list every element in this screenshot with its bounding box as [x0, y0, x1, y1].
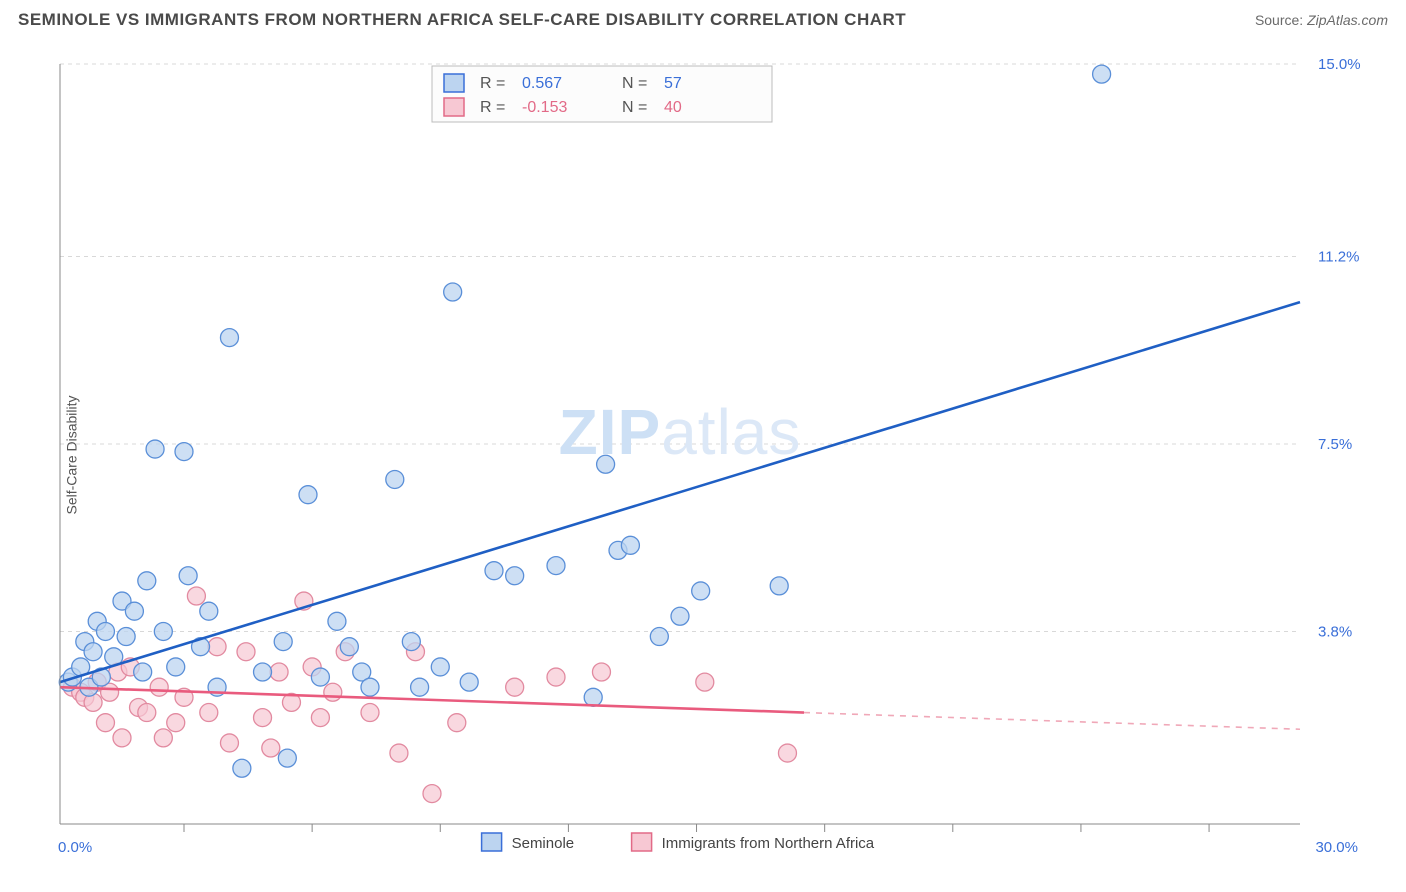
svg-text:-0.153: -0.153 — [522, 99, 567, 116]
data-point-series2 — [270, 663, 288, 681]
data-point-series1 — [117, 628, 135, 646]
data-point-series2 — [262, 739, 280, 757]
data-point-series1 — [692, 582, 710, 600]
data-point-series1 — [138, 572, 156, 590]
data-point-series2 — [547, 668, 565, 686]
legend-stats: R = 0.567 N = 57 R = -0.153 N = 40 — [432, 66, 772, 122]
y-tick-label: 3.8% — [1318, 623, 1352, 640]
y-tick-label: 15.0% — [1318, 56, 1361, 73]
data-point-series2 — [200, 704, 218, 722]
data-point-series1 — [96, 622, 114, 640]
chart-title: SEMINOLE VS IMMIGRANTS FROM NORTHERN AFR… — [18, 10, 906, 30]
data-point-series1 — [597, 455, 615, 473]
data-point-series1 — [411, 678, 429, 696]
data-point-series2 — [311, 709, 329, 727]
data-point-series1 — [175, 443, 193, 461]
data-point-series1 — [1093, 65, 1111, 83]
legend-series: Seminole Immigrants from Northern Africa — [482, 833, 875, 852]
data-point-series1 — [167, 658, 185, 676]
trend-line-series2-extrapolated — [804, 713, 1300, 730]
data-point-series2 — [208, 638, 226, 656]
svg-text:0.567: 0.567 — [522, 75, 562, 92]
data-point-series1 — [444, 283, 462, 301]
data-point-series1 — [460, 673, 478, 691]
data-point-series2 — [390, 744, 408, 762]
y-tick-label: 7.5% — [1318, 436, 1352, 453]
data-point-series1 — [770, 577, 788, 595]
svg-text:R =: R = — [480, 75, 505, 92]
data-point-series1 — [386, 470, 404, 488]
source-attribution: Source: ZipAtlas.com — [1255, 12, 1388, 28]
source-value: ZipAtlas.com — [1307, 12, 1388, 28]
data-point-series2 — [254, 709, 272, 727]
data-point-series1 — [220, 329, 238, 347]
data-point-series2 — [423, 785, 441, 803]
y-axis-label: Self-Care Disability — [64, 395, 80, 514]
data-point-series2 — [220, 734, 238, 752]
data-point-series1 — [485, 562, 503, 580]
data-point-series1 — [274, 633, 292, 651]
data-point-series2 — [448, 714, 466, 732]
source-label: Source: — [1255, 12, 1303, 28]
data-point-series1 — [179, 567, 197, 585]
data-point-series1 — [134, 663, 152, 681]
data-point-series2 — [113, 729, 131, 747]
data-point-series1 — [431, 658, 449, 676]
data-point-series1 — [278, 749, 296, 767]
data-point-series2 — [324, 683, 342, 701]
data-point-series2 — [696, 673, 714, 691]
data-point-series1 — [650, 628, 668, 646]
data-point-series1 — [84, 643, 102, 661]
svg-text:N =: N = — [622, 99, 647, 116]
data-point-series2 — [778, 744, 796, 762]
svg-text:40: 40 — [664, 99, 682, 116]
data-point-series1 — [254, 663, 272, 681]
data-point-series1 — [361, 678, 379, 696]
data-point-series2 — [154, 729, 172, 747]
data-point-series2 — [150, 678, 168, 696]
data-point-series1 — [584, 688, 602, 706]
scatter-chart: 3.8% 7.5% 11.2% 15.0% ZIPatlas 0.0% 30.0% R = 0.… — [46, 50, 1386, 860]
data-point-series1 — [311, 668, 329, 686]
data-point-series1 — [200, 602, 218, 620]
data-point-series1 — [299, 486, 317, 504]
chart-area: Self-Care Disability 3.8% 7.5% 11.2% 15.0% Z… — [46, 50, 1386, 860]
data-point-series2 — [506, 678, 524, 696]
data-point-series1 — [621, 536, 639, 554]
svg-text:R =: R = — [480, 99, 505, 116]
svg-text:N =: N = — [622, 75, 647, 92]
data-point-series1 — [154, 622, 172, 640]
svg-text:57: 57 — [664, 75, 682, 92]
y-tick-label: 11.2% — [1318, 249, 1359, 266]
data-point-series1 — [340, 638, 358, 656]
header: SEMINOLE VS IMMIGRANTS FROM NORTHERN AFR… — [0, 0, 1406, 36]
svg-text:Immigrants from Northern Afric: Immigrants from Northern Africa — [662, 835, 875, 852]
data-point-series2 — [96, 714, 114, 732]
data-point-series1 — [402, 633, 420, 651]
data-point-series1 — [547, 557, 565, 575]
data-point-series1 — [125, 602, 143, 620]
x-min-label: 0.0% — [58, 839, 92, 856]
trend-line-series2 — [60, 687, 804, 712]
svg-text:Seminole: Seminole — [512, 835, 575, 852]
data-point-series1 — [506, 567, 524, 585]
data-point-series2 — [167, 714, 185, 732]
data-point-series1 — [671, 607, 689, 625]
data-point-series2 — [361, 704, 379, 722]
data-point-series2 — [187, 587, 205, 605]
watermark: ZIPatlas — [559, 396, 802, 468]
data-point-series1 — [328, 612, 346, 630]
x-max-label: 30.0% — [1315, 839, 1358, 856]
data-point-series1 — [146, 440, 164, 458]
data-point-series2 — [237, 643, 255, 661]
data-point-series2 — [138, 704, 156, 722]
data-point-series1 — [233, 759, 251, 777]
data-point-series2 — [592, 663, 610, 681]
